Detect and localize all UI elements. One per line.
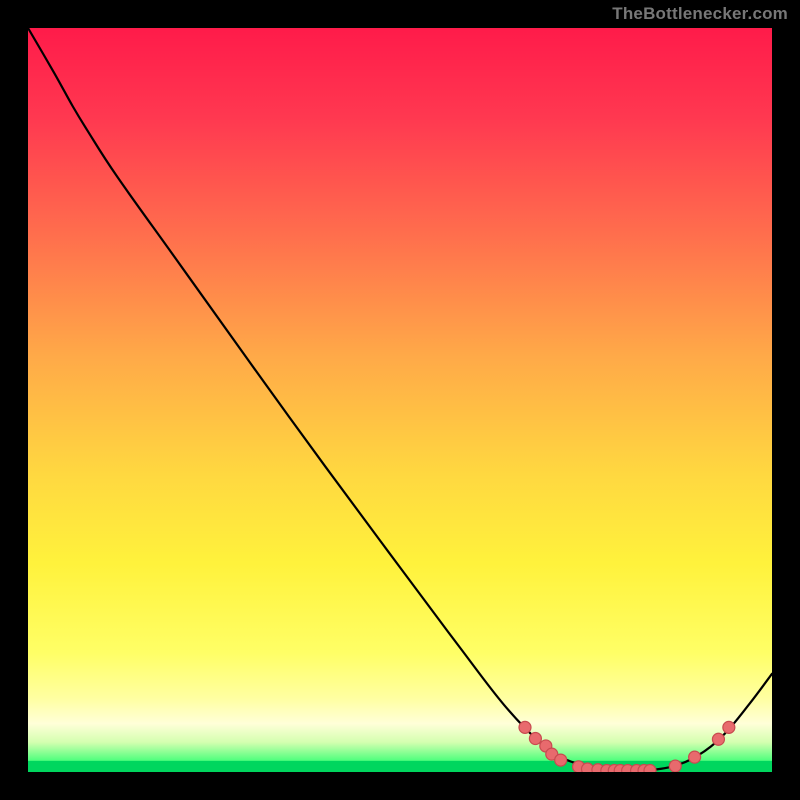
plot-svg xyxy=(28,28,772,772)
data-marker xyxy=(723,721,735,733)
chart-frame: TheBottlenecker.com xyxy=(0,0,800,800)
data-marker xyxy=(712,733,724,745)
gradient-background xyxy=(28,28,772,772)
watermark-text: TheBottlenecker.com xyxy=(612,4,788,24)
data-marker xyxy=(519,721,531,733)
data-marker xyxy=(555,754,567,766)
data-marker xyxy=(669,760,681,772)
data-marker xyxy=(529,733,541,745)
plot-area xyxy=(28,28,772,772)
data-marker xyxy=(689,751,701,763)
bottom-green-band xyxy=(28,761,772,772)
data-marker xyxy=(644,765,656,772)
